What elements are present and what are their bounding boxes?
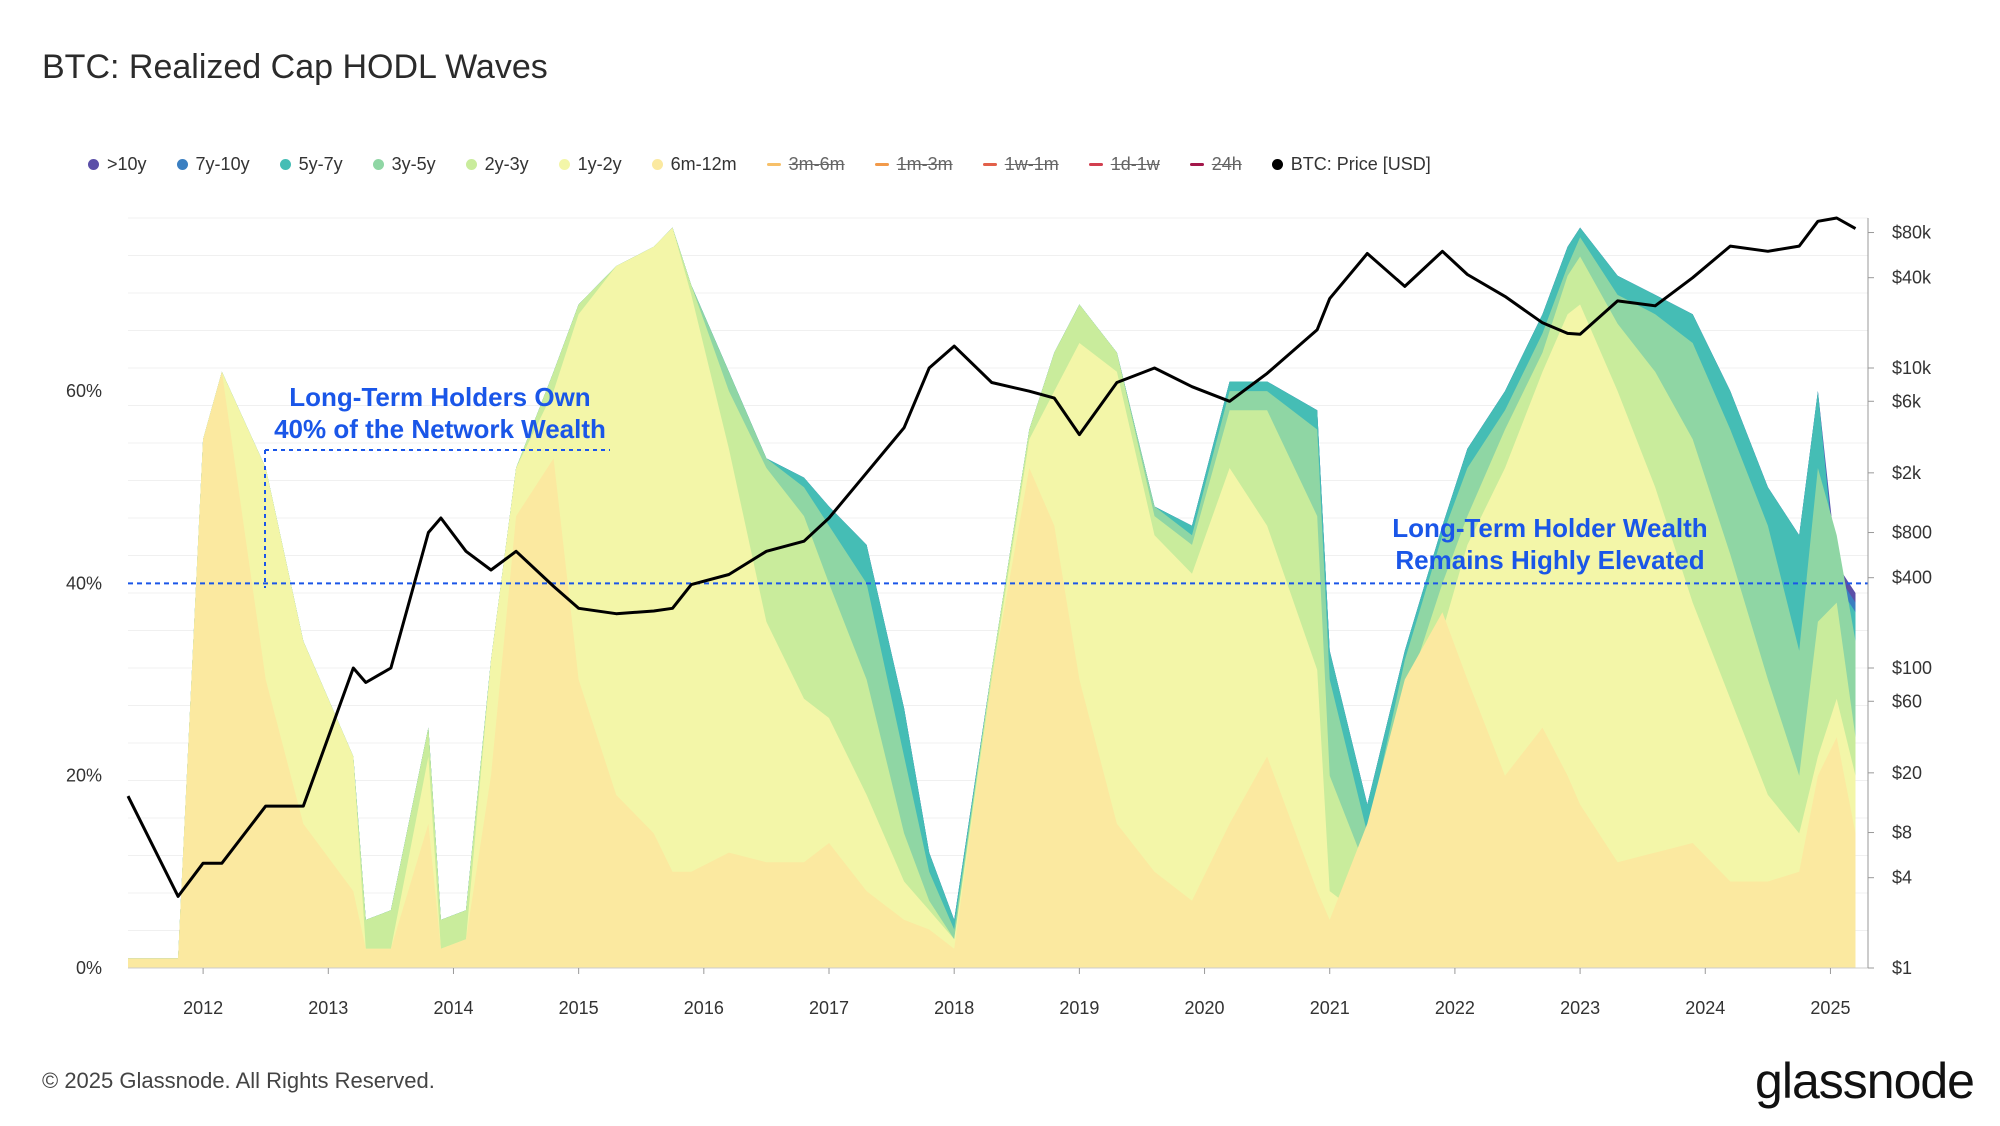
y-left-tick-label: 20% xyxy=(66,766,102,786)
y-right-tick-label: $80k xyxy=(1892,223,1932,243)
legend-item[interactable]: 1y-2y xyxy=(558,154,622,175)
y-right-tick-label: $100 xyxy=(1892,658,1932,678)
x-tick-label: 2017 xyxy=(809,998,849,1018)
y-right-tick-label: $60 xyxy=(1892,691,1922,711)
legend-marker xyxy=(465,159,477,170)
legend-marker xyxy=(1088,163,1103,166)
y-right-tick-label: $400 xyxy=(1892,568,1932,588)
legend-label: 24h xyxy=(1211,154,1242,174)
annotation-left-leader xyxy=(264,449,610,588)
y-left-tick-label: 0% xyxy=(76,958,102,978)
x-tick-label: 2023 xyxy=(1560,998,1600,1018)
legend-label: BTC: Price [USD] xyxy=(1290,154,1431,174)
legend-marker xyxy=(372,159,384,170)
y-left-tick-label: 60% xyxy=(66,381,102,401)
x-tick-label: 2025 xyxy=(1810,998,1850,1018)
y-axis-left: 0% 20% 40% 60% xyxy=(66,381,102,978)
y-right-tick-label: $2k xyxy=(1892,463,1922,483)
legend-label: 3y-5y xyxy=(391,154,436,174)
legend-item[interactable]: >10y xyxy=(88,154,147,175)
x-tick-label: 2012 xyxy=(183,998,223,1018)
legend-item[interactable]: BTC: Price [USD] xyxy=(1271,154,1431,175)
x-tick-label: 2014 xyxy=(433,998,473,1018)
x-tick-label: 2020 xyxy=(1185,998,1225,1018)
y-axis-right: $1 $4 $8 $20 $60 $100 $400 $800 $2k $6k $10k $40k $8… xyxy=(1867,218,1932,978)
legend-label: 1d-1w xyxy=(1110,154,1160,174)
x-tick-label: 2018 xyxy=(934,998,974,1018)
x-tick-label: 2021 xyxy=(1310,998,1350,1018)
x-axis: 2012 2013 2014 2015 2016 2017 2018 2019 2020 2021… xyxy=(128,967,1868,1018)
x-tick-label: 2015 xyxy=(559,998,599,1018)
legend-item[interactable]: 3y-5y xyxy=(372,154,436,175)
legend-item[interactable]: 1w-1m xyxy=(982,154,1059,175)
legend-item[interactable]: 6m-12m xyxy=(651,154,737,175)
x-tick-label: 2016 xyxy=(684,998,724,1018)
y-right-tick-label: $10k xyxy=(1892,358,1932,378)
y-left-tick-label: 40% xyxy=(66,573,102,593)
x-tick-label: 2022 xyxy=(1435,998,1475,1018)
legend-marker xyxy=(874,163,889,166)
annotation-left-line1: Long-Term Holders Own xyxy=(289,382,590,412)
y-right-tick-label: $1 xyxy=(1892,958,1912,978)
x-tick-label: 2019 xyxy=(1059,998,1099,1018)
price-series xyxy=(126,216,1857,898)
y-right-tick-label: $800 xyxy=(1892,523,1932,543)
legend-label: 6m-12m xyxy=(670,154,737,174)
legend-marker xyxy=(982,163,997,166)
legend-marker xyxy=(88,159,99,170)
y-right-tick-label: $20 xyxy=(1892,763,1922,783)
legend-item[interactable]: 5y-7y xyxy=(279,154,343,175)
y-right-tick-label: $8 xyxy=(1892,823,1912,843)
annotation-right-line1: Long-Term Holder Wealth xyxy=(1392,513,1707,543)
legend-label: 1y-2y xyxy=(577,154,622,174)
legend-label: >10y xyxy=(107,154,147,174)
area-series xyxy=(128,227,1856,969)
legend-item[interactable]: 24h xyxy=(1189,154,1242,175)
legend: >10y 7y-10y 5y-7y 3y-5y 2y-3y 1y-2y 6m-12m 3m-6… xyxy=(88,154,1461,175)
legend-label: 2y-3y xyxy=(484,154,529,174)
y-right-tick-label: $4 xyxy=(1892,868,1912,888)
legend-label: 1m-3m xyxy=(896,154,953,174)
legend-marker xyxy=(1189,163,1204,166)
legend-label: 7y-10y xyxy=(195,154,250,174)
legend-marker xyxy=(766,163,781,166)
copyright-footer: © 2025 Glassnode. All Rights Reserved. xyxy=(42,1068,435,1093)
legend-label: 3m-6m xyxy=(788,154,845,174)
legend-label: 1w-1m xyxy=(1004,154,1059,174)
x-tick-label: 2024 xyxy=(1685,998,1725,1018)
btc-price-line xyxy=(126,216,1857,898)
legend-item[interactable]: 1m-3m xyxy=(874,154,953,175)
y-right-tick-label: $6k xyxy=(1892,391,1922,411)
y-right-tick-label: $40k xyxy=(1892,268,1932,288)
legend-item[interactable]: 7y-10y xyxy=(176,154,250,175)
chart-title: BTC: Realized Cap HODL Waves xyxy=(42,48,548,86)
legend-item[interactable]: 2y-3y xyxy=(465,154,529,175)
x-tick-label: 2013 xyxy=(308,998,348,1018)
annotation-left-line2: 40% of the Network Wealth xyxy=(274,414,606,444)
legend-label: 5y-7y xyxy=(298,154,343,174)
area-6m-12m xyxy=(128,371,1856,968)
legend-marker xyxy=(279,159,291,170)
legend-marker xyxy=(176,159,188,170)
legend-marker xyxy=(558,159,570,170)
legend-item[interactable]: 3m-6m xyxy=(766,154,845,175)
legend-marker xyxy=(651,159,663,170)
legend-item[interactable]: 1d-1w xyxy=(1088,154,1160,175)
legend-marker xyxy=(1271,159,1283,170)
glassnode-logo: glassnode xyxy=(1755,1053,1975,1109)
annotation-right-line2: Remains Highly Elevated xyxy=(1395,545,1704,575)
